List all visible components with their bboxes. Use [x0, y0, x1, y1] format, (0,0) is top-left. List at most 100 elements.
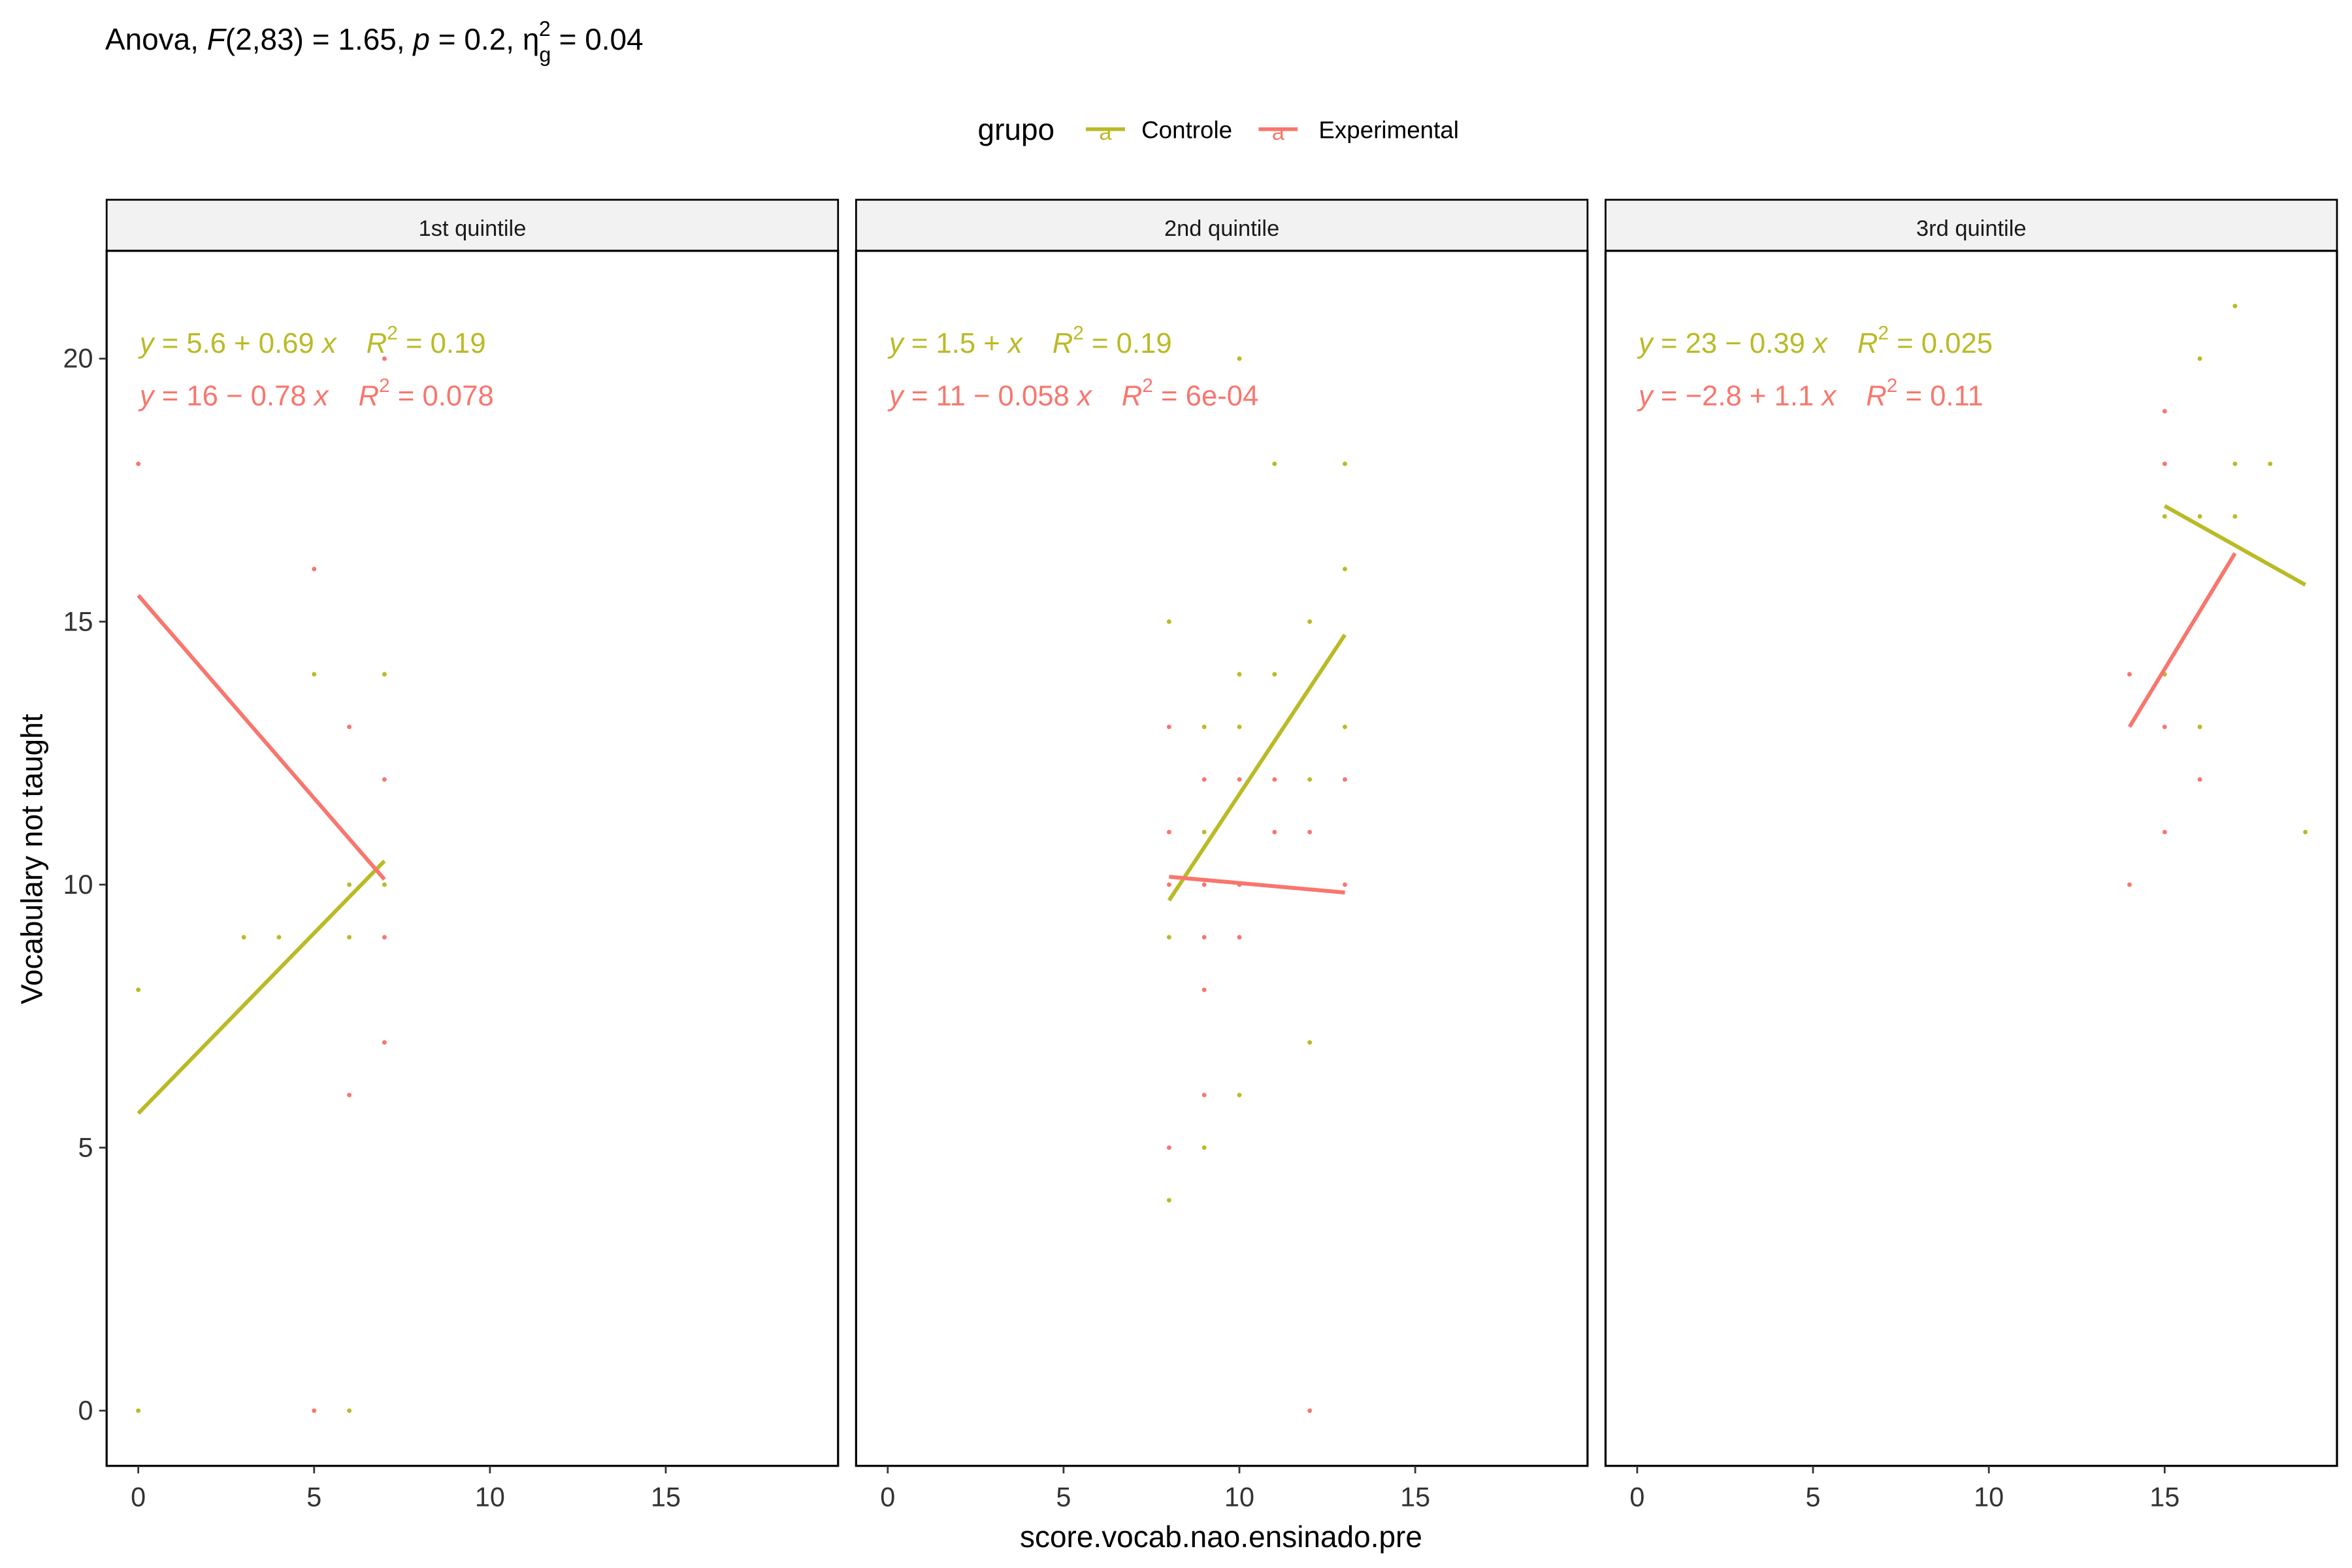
- data-point-controle: [136, 987, 141, 992]
- x-tick-label: 5: [1806, 1482, 1821, 1512]
- panel-border: [1604, 250, 2338, 1467]
- x-tick-label: 0: [880, 1482, 895, 1512]
- data-point-controle: [347, 935, 352, 940]
- x-tick-label: 10: [1974, 1482, 2004, 1512]
- data-point-experimental: [312, 566, 317, 572]
- data-point-controle: [347, 882, 352, 887]
- legend-item-experimental: a Experimental: [1258, 116, 1459, 145]
- data-point-experimental: [382, 777, 387, 782]
- data-point-controle: [1343, 725, 1347, 729]
- data-point-experimental: [2127, 672, 2132, 677]
- data-point-controle: [1237, 672, 1242, 677]
- facet-strip-label: 3rd quintile: [1916, 216, 2027, 241]
- facet-panels: 1st quintile 0 5 10 15 0 5 10 15 20 y = 5.6 + 0.69…: [63, 199, 2338, 1512]
- data-point-experimental: [1237, 777, 1242, 782]
- data-point-experimental: [347, 1092, 352, 1098]
- x-tick-label: 10: [475, 1482, 505, 1512]
- regression-equation-experimental: y = −2.8 + 1.1 x R2 = 0.11: [1637, 375, 1984, 412]
- data-point-experimental: [1272, 777, 1277, 782]
- data-point-controle: [2232, 303, 2238, 308]
- x-tick-label: 15: [1400, 1482, 1430, 1512]
- regression-equation-controle: y = 5.6 + 0.69 x R2 = 0.19: [138, 323, 486, 360]
- panel-border: [855, 250, 1589, 1467]
- data-point-experimental: [1201, 1092, 1207, 1098]
- data-point-experimental: [1166, 830, 1171, 834]
- x-tick-label: 15: [2149, 1482, 2180, 1512]
- legend-title: grupo: [978, 112, 1055, 146]
- data-point-experimental: [312, 1408, 317, 1413]
- data-point-experimental: [382, 1040, 387, 1045]
- data-point-controle: [2303, 830, 2308, 834]
- data-point-controle: [2197, 725, 2202, 729]
- chart-subtitle: Anova, F(2,83) = 1.65, p = 0.2, ηg2 = 0.…: [105, 17, 644, 66]
- data-point-experimental: [136, 461, 141, 466]
- y-tick-label: 5: [78, 1132, 93, 1162]
- regression-line-experimental: [1169, 874, 1345, 895]
- data-point-experimental: [2162, 409, 2167, 414]
- data-point-experimental: [2162, 725, 2167, 729]
- data-point-controle: [1166, 1198, 1171, 1203]
- regression-line-experimental: [2127, 552, 2237, 728]
- legend-label-experimental: Experimental: [1318, 116, 1459, 143]
- data-point-controle: [1272, 461, 1277, 466]
- y-tick-label: 10: [63, 870, 93, 900]
- data-point-controle: [1307, 1040, 1313, 1045]
- y-axis-title: Vocabulary not taught: [14, 713, 48, 1004]
- data-point-controle: [276, 935, 282, 940]
- data-point-controle: [1237, 725, 1242, 729]
- data-point-experimental: [1343, 777, 1347, 782]
- data-point-controle: [2232, 461, 2238, 466]
- data-point-experimental: [382, 935, 387, 940]
- y-tick-label: 20: [63, 344, 93, 374]
- data-point-experimental: [1237, 935, 1242, 940]
- data-point-controle: [2268, 461, 2273, 466]
- regression-equation-controle: y = 1.5 + x R2 = 0.19: [887, 323, 1172, 360]
- data-point-experimental: [1272, 830, 1277, 834]
- data-point-experimental: [1201, 987, 1207, 992]
- x-tick-label: 10: [1224, 1482, 1254, 1512]
- data-point-controle: [382, 882, 387, 887]
- data-point-controle: [136, 1408, 141, 1413]
- data-point-experimental: [1166, 725, 1171, 729]
- data-point-experimental: [1201, 882, 1207, 887]
- x-tick-label: 5: [1056, 1482, 1071, 1512]
- data-point-experimental: [1307, 1408, 1313, 1413]
- panel-border: [105, 250, 840, 1467]
- data-point-controle: [1237, 1092, 1242, 1098]
- x-tick-label: 0: [1629, 1482, 1644, 1512]
- facet-panel-3: 3rd quintile 0 5 10 15 y = 23 − 0.39 x R2 = 0.…: [1604, 199, 2338, 1512]
- y-tick-label: 0: [78, 1396, 93, 1426]
- legend-label-controle: Controle: [1141, 116, 1232, 143]
- data-point-experimental: [1201, 935, 1207, 940]
- y-tick-label: 15: [63, 606, 93, 636]
- data-point-experimental: [1166, 1145, 1171, 1151]
- data-point-controle: [1272, 672, 1277, 677]
- data-point-experimental: [2127, 882, 2132, 887]
- data-point-controle: [1166, 619, 1171, 624]
- x-axis-title: score.vocab.nao.ensinado.pre: [1020, 1520, 1422, 1554]
- data-point-controle: [382, 672, 387, 677]
- data-point-controle: [1343, 566, 1347, 572]
- data-point-controle: [1201, 830, 1207, 834]
- data-point-controle: [1307, 777, 1313, 782]
- regression-line-controle: [137, 859, 386, 1115]
- x-tick-label: 0: [131, 1482, 146, 1512]
- facet-panel-1: 1st quintile 0 5 10 15 0 5 10 15 20 y = 5.6 + 0.69…: [63, 199, 840, 1512]
- regression-line-experimental: [137, 594, 386, 881]
- data-point-controle: [2197, 514, 2202, 519]
- facet-strip-label: 2nd quintile: [1164, 216, 1279, 241]
- facet-strip-label: 1st quintile: [419, 216, 527, 241]
- legend: grupo a Controle a Experimental: [978, 112, 1459, 146]
- x-tick-label: 5: [306, 1482, 321, 1512]
- facet-strip: [1605, 199, 2338, 252]
- regression-equation-experimental: y = 11 − 0.058 x R2 = 6e-04: [887, 375, 1258, 412]
- facet-strip: [855, 199, 1589, 252]
- data-point-experimental: [2162, 461, 2167, 466]
- data-point-controle: [1201, 1145, 1207, 1151]
- data-point-experimental: [1166, 882, 1171, 887]
- regression-line-controle: [1167, 633, 1347, 902]
- data-point-experimental: [1343, 882, 1347, 887]
- data-point-experimental: [1307, 830, 1313, 834]
- regression-line-controle: [2163, 504, 2307, 587]
